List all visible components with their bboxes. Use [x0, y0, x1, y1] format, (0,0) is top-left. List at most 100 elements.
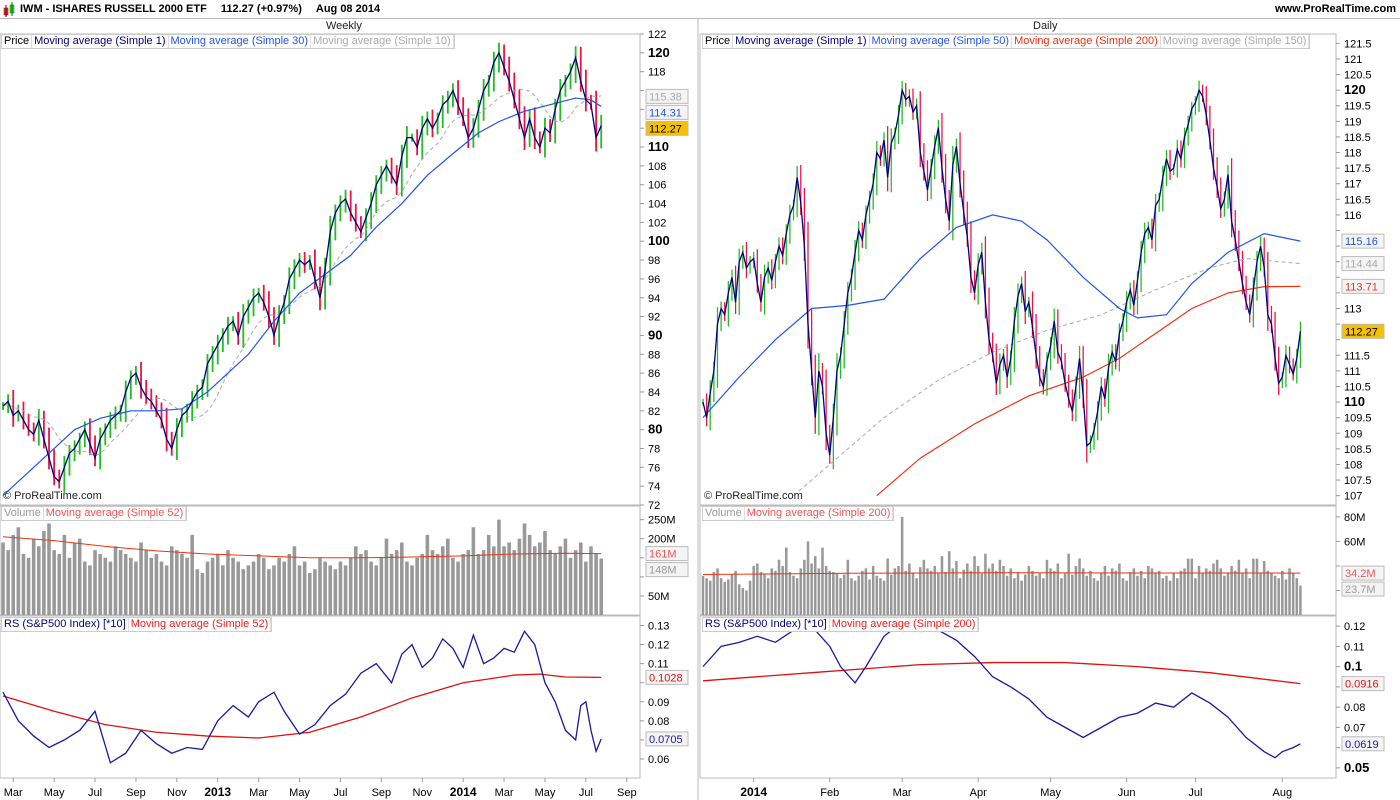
- price-axis-label: 118.5: [1344, 132, 1371, 144]
- volume-axis-label: 60M: [1344, 536, 1365, 548]
- volume-bar: [292, 546, 297, 615]
- volume-bar: [962, 569, 965, 615]
- volume-bar: [1277, 578, 1280, 615]
- site-link[interactable]: www.ProRealTime.com: [1274, 3, 1396, 15]
- legend-rs-ma[interactable]: Moving average (Simple 200): [830, 618, 979, 631]
- rs-axis-label: 0.08: [648, 716, 669, 728]
- volume-bar: [88, 565, 92, 615]
- legend-ma30[interactable]: Moving average (Simple 30): [169, 35, 312, 48]
- volume-bar: [1186, 558, 1190, 615]
- volume-bar: [1100, 573, 1103, 615]
- volume-bar: [26, 557, 31, 615]
- volume-bar: [980, 573, 984, 615]
- volume-bar: [1273, 575, 1277, 615]
- volume-bar: [1121, 578, 1125, 615]
- price-axis-label: 74: [648, 481, 660, 493]
- volume-bar: [1020, 580, 1023, 615]
- volume-bar: [1252, 558, 1255, 615]
- price-axis-label: 110: [1344, 394, 1365, 409]
- volume-bar: [93, 550, 97, 615]
- last-price-tag-box: [645, 120, 689, 136]
- ma50-value-tag-box: [1341, 233, 1385, 249]
- volume-bar: [995, 570, 998, 615]
- volume-bar: [1005, 575, 1009, 615]
- volume-bar: [57, 553, 62, 615]
- legend-ma50[interactable]: Moving average (Simple 50): [870, 35, 1013, 48]
- volume-bar: [154, 553, 159, 615]
- volume-bar: [578, 542, 583, 615]
- volume-bar: [1172, 573, 1175, 615]
- volume-bar: [958, 578, 962, 615]
- legend-ma150[interactable]: Moving average (Simple 150): [1161, 35, 1310, 48]
- volume-bar: [313, 569, 317, 615]
- volume-bar: [451, 557, 455, 615]
- volume-bar: [828, 570, 831, 615]
- rs-ma-line: [702, 661, 1301, 685]
- volume-bar: [832, 572, 835, 615]
- price-axis-label: 80: [648, 422, 662, 437]
- legend-ma1[interactable]: Moving average (Simple 1): [733, 35, 870, 48]
- volume-bar: [1248, 578, 1251, 615]
- volume-bar: [864, 568, 868, 615]
- legend-rs[interactable]: RS (S&P500 Index) [*10]: [2, 618, 129, 631]
- rs-ma-value-tag-box: [645, 669, 689, 685]
- volume-bar: [1060, 578, 1063, 615]
- volume-bar: [149, 557, 154, 615]
- volume-bar: [1, 542, 5, 615]
- daily-copyright: © ProRealTime.com: [704, 490, 803, 502]
- volume-bar: [1128, 572, 1132, 615]
- volume-bar: [277, 557, 281, 615]
- volume-ma-value-tag-box: [1341, 565, 1385, 581]
- legend-volume[interactable]: Volume: [703, 507, 745, 520]
- volume-bar: [6, 550, 10, 615]
- volume-bar: [394, 550, 399, 615]
- price-axis-label: 116: [1344, 210, 1362, 222]
- volume-bar: [297, 565, 302, 615]
- volume-axis-label: 250M: [648, 515, 676, 527]
- volume-bar: [256, 553, 261, 615]
- volume-bar: [795, 578, 799, 615]
- volume-bar: [307, 573, 312, 615]
- rs-value-tag-box: [645, 731, 689, 747]
- volume-bar: [937, 573, 940, 615]
- volume-bar: [893, 568, 897, 615]
- price-axis-label: 92: [648, 312, 660, 324]
- volume-bar: [1168, 580, 1172, 615]
- volume-bar: [788, 572, 792, 615]
- legend-price[interactable]: Price: [703, 35, 734, 48]
- legend-rs-ma[interactable]: Moving average (Simple 52): [129, 618, 272, 631]
- volume-bar: [77, 538, 82, 615]
- rs-ma-value-tag: 0.0916: [1345, 679, 1379, 691]
- volume-bar: [1042, 578, 1045, 615]
- volume-bar: [123, 553, 128, 615]
- volume-bar: [440, 546, 445, 615]
- volume-bar: [1013, 578, 1016, 615]
- volume-axis-label: 80M: [1344, 512, 1365, 524]
- legend-ma200[interactable]: Moving average (Simple 200): [1012, 35, 1161, 48]
- legend-volume[interactable]: Volume: [2, 507, 44, 520]
- volume-bar: [890, 574, 893, 615]
- volume-bar: [1132, 568, 1136, 615]
- legend-ma10[interactable]: Moving average (Simple 10): [311, 35, 454, 48]
- volume-bar: [944, 572, 947, 615]
- volume-bar: [897, 565, 900, 615]
- volume-bar: [1288, 568, 1291, 615]
- legend-rs[interactable]: RS (S&P500 Index) [*10]: [703, 618, 830, 631]
- x-axis-label: Mar: [495, 787, 514, 799]
- x-axis-label: Mar: [893, 787, 912, 799]
- volume-bar: [405, 561, 409, 615]
- volume-bar: [987, 568, 991, 615]
- volume-bar: [410, 565, 414, 615]
- volume-bar: [456, 561, 460, 615]
- volume-bar: [159, 561, 164, 615]
- last-price-tag: 112.27: [1345, 326, 1378, 338]
- volume-bar: [323, 561, 327, 615]
- volume-bar: [103, 557, 108, 615]
- legend-ma1[interactable]: Moving average (Simple 1): [32, 35, 169, 48]
- legend-volume-ma[interactable]: Moving average (Simple 200): [745, 507, 894, 520]
- price-axis-label: 116.5: [1344, 194, 1371, 206]
- volume-bar: [573, 550, 578, 615]
- legend-volume-ma[interactable]: Moving average (Simple 52): [44, 507, 187, 520]
- legend-price[interactable]: Price: [2, 35, 33, 48]
